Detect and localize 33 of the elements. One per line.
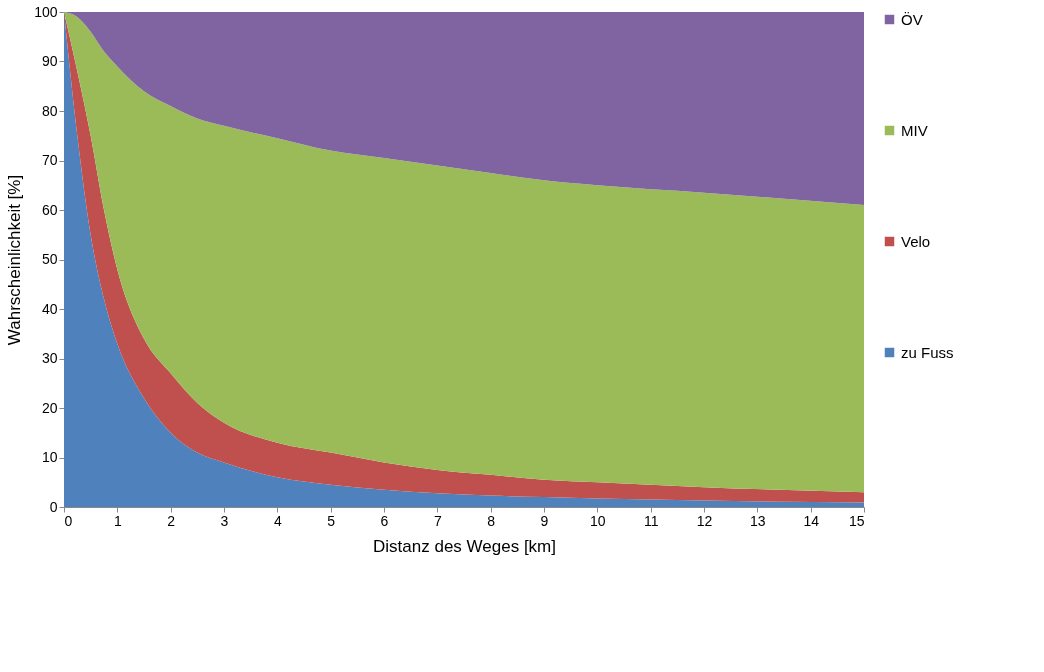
x-tick-label: 4	[273, 512, 282, 529]
x-tick-label: 5	[327, 512, 336, 529]
y-tick-label: 20	[41, 399, 58, 416]
x-tick-label: 0	[64, 512, 73, 529]
y-tick-label: 100	[34, 3, 58, 20]
legend-label: ÖV	[901, 10, 923, 28]
legend-label: MIV	[901, 121, 928, 139]
x-tick-label: 11	[643, 512, 659, 529]
legend-label: Velo	[901, 232, 931, 250]
x-tick-label: 9	[540, 512, 549, 529]
x-tick-label: 1	[113, 512, 122, 529]
y-tick-label: 60	[41, 201, 58, 218]
y-tick-label: 80	[41, 102, 58, 119]
x-tick-label: 10	[590, 512, 606, 529]
y-tick-label: 50	[41, 251, 58, 267]
y-tick-label: 40	[41, 300, 58, 317]
x-tick-label: 2	[167, 512, 176, 529]
x-tick-label: 12	[696, 512, 713, 529]
y-tick-label: 70	[41, 152, 58, 168]
x-tick-label: 14	[803, 512, 820, 529]
x-tick-label: 13	[750, 512, 766, 529]
x-tick-label: 3	[220, 512, 229, 529]
y-axis-title: Wahrscheinlichkeit [%]	[5, 174, 25, 346]
x-tick-label: 6	[380, 512, 389, 529]
legend-label: zu Fuss	[901, 343, 954, 361]
x-tick-label: 7	[433, 512, 442, 529]
y-tick-label: 30	[41, 350, 58, 366]
x-tick-label: 8	[487, 512, 496, 529]
y-tick-label: 10	[41, 449, 58, 465]
x-axis-title: Distanz des Weges [km]	[373, 536, 556, 556]
y-tick-label: 0	[49, 498, 58, 515]
y-tick-label: 90	[41, 53, 58, 69]
x-tick-label: 15	[848, 512, 865, 529]
